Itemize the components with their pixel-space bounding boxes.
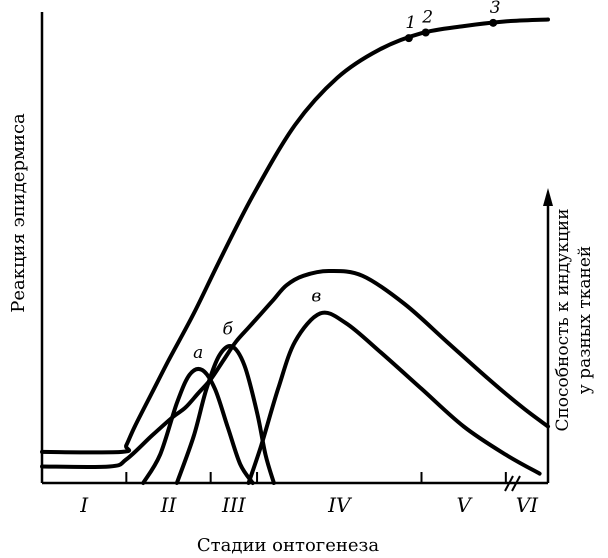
peak-curve-3 bbox=[246, 310, 542, 485]
y-axis-right-title-line2: у разных тканей bbox=[575, 246, 595, 394]
plot-area: аб в 1 2 3 bbox=[40, 0, 550, 485]
marker-point-1 bbox=[404, 34, 413, 43]
series-line-epidermis-reaction bbox=[40, 17, 550, 455]
stage-label-II: II bbox=[160, 493, 178, 517]
stage-label-I: I bbox=[79, 493, 89, 517]
y-axis-right-title-line1: Способность к индукции bbox=[553, 208, 573, 431]
marker-label-1: 1 bbox=[405, 13, 416, 33]
stage-labels: I II III IV V VI bbox=[79, 493, 539, 517]
peak-label-3: в bbox=[311, 286, 321, 306]
peak-label-2: б bbox=[223, 319, 234, 339]
right-axis-arrowhead bbox=[543, 188, 553, 206]
stage-label-V: V bbox=[456, 493, 473, 517]
peak-curve-1 bbox=[141, 366, 255, 485]
x-axis-title: Стадии онтогенеза bbox=[197, 535, 379, 556]
series-line-tissue-induction bbox=[40, 268, 550, 470]
y-axis-left-title: Реакция эпидермиса bbox=[8, 113, 29, 313]
stage-label-III: III bbox=[221, 493, 247, 517]
marker-label-2: 2 bbox=[421, 7, 433, 27]
marker-label-3: 3 bbox=[490, 0, 501, 18]
x-tick-marks bbox=[125, 472, 507, 483]
peak-label-1: а bbox=[193, 343, 203, 363]
stage-label-IV: IV bbox=[327, 493, 353, 517]
stage-label-VI: VI bbox=[516, 493, 539, 517]
marker-point-3 bbox=[489, 18, 498, 27]
marker-point-2 bbox=[421, 28, 430, 37]
axis-break-mark bbox=[504, 475, 521, 492]
